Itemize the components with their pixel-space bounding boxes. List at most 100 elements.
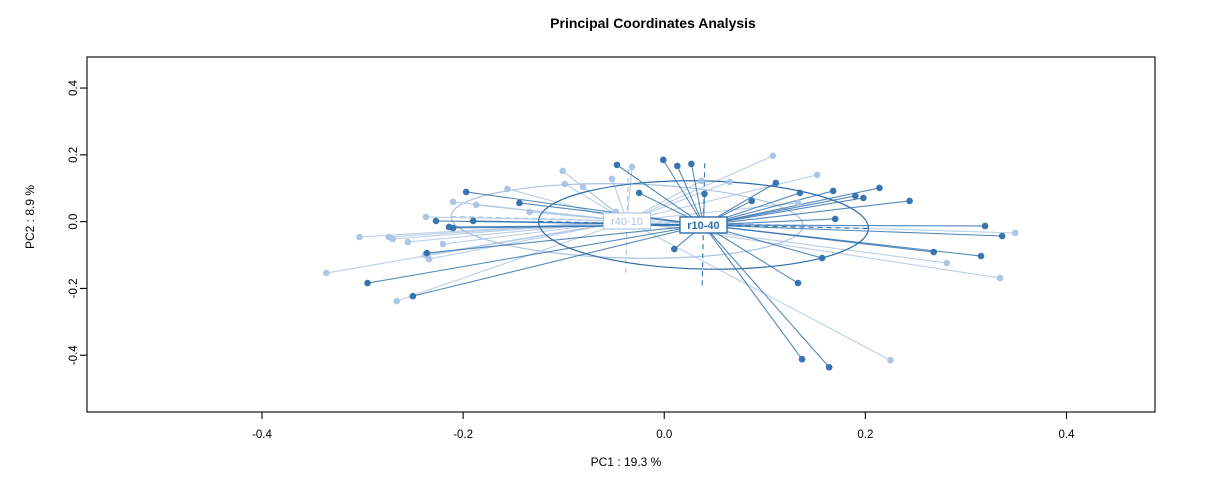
y-tick-label: -0.2 <box>68 279 80 299</box>
data-point-r40-10 <box>425 255 433 263</box>
spider-line-r10-40 <box>703 197 864 226</box>
axis-layer: -0.4 -0.2 0.0 0.2 0.4 -0.4 -0.2 0.0 0.2 0.4 <box>68 79 1075 441</box>
data-point-r40-10 <box>1011 229 1019 237</box>
spider-line-r10-40 <box>703 224 1003 237</box>
data-point-r40-10 <box>943 259 951 267</box>
x-tick-label: 0.2 <box>857 429 873 441</box>
spider-line-r40-10 <box>626 155 774 222</box>
spider-line-r40-10 <box>392 220 628 240</box>
spider-line-r40-10 <box>626 220 891 361</box>
data-point-r40-10 <box>628 163 636 171</box>
data-point-r10-40 <box>423 249 431 257</box>
data-point-r10-40 <box>688 160 695 168</box>
spider-line-r10-40 <box>703 224 799 284</box>
centroid-minor-axis-r10-40 <box>701 163 706 287</box>
spider-line-r10-40 <box>676 165 704 226</box>
data-point-r10-40 <box>748 197 756 205</box>
data-point-r10-40 <box>829 187 837 195</box>
chart-layers <box>323 152 1019 371</box>
data-point-r10-40 <box>825 363 833 371</box>
data-point-r10-40 <box>796 189 804 197</box>
data-point-r10-40 <box>831 215 839 223</box>
x-tick-label: -0.4 <box>252 429 272 441</box>
y-tick-label: 0.4 <box>68 79 80 96</box>
y-axis-title: PC2 : 8.9 % <box>23 185 37 249</box>
x-axis-title: PC1 : 19.3 % <box>591 455 662 469</box>
data-point-r10-40 <box>772 179 780 187</box>
spider-line-r10-40 <box>412 224 704 297</box>
data-point-r40-10 <box>526 208 533 216</box>
data-point-r10-40 <box>798 355 806 363</box>
spider-line-r40-10 <box>428 220 628 260</box>
data-point-r40-10 <box>726 178 733 186</box>
data-point-r10-40 <box>998 232 1006 240</box>
data-point-r40-10 <box>504 185 511 193</box>
y-tick-label: 0.0 <box>68 214 80 230</box>
data-point-r40-10 <box>422 213 430 221</box>
data-point-r10-40 <box>432 217 440 225</box>
data-point-r40-10 <box>794 199 802 207</box>
group-label-r10-40: r10-40 <box>687 220 719 232</box>
data-point-r40-10 <box>323 269 330 277</box>
data-point-r40-10 <box>472 201 480 209</box>
spider-line-r40-10 <box>626 174 818 222</box>
spider-line-r10-40 <box>435 220 704 226</box>
data-point-r10-40 <box>977 252 985 260</box>
data-point-r10-40 <box>462 188 470 196</box>
data-point-r10-40 <box>701 190 708 198</box>
spider-line-r40-10 <box>442 220 628 245</box>
data-point-r10-40 <box>906 197 913 205</box>
data-point-r10-40 <box>613 161 621 169</box>
data-point-r40-10 <box>769 152 777 160</box>
spider-line-r10-40 <box>703 187 880 226</box>
group-label-box-r10-40 <box>679 216 728 234</box>
group-label-layer: r40-10 r10-40 <box>602 212 728 234</box>
data-point-r40-10 <box>389 235 397 243</box>
data-point-r10-40 <box>516 199 523 207</box>
x-tick-label: 0.0 <box>656 429 672 441</box>
data-point-r10-40 <box>670 245 678 253</box>
data-point-r10-40 <box>364 279 371 287</box>
data-point-r10-40 <box>794 279 802 287</box>
x-tick-label: 0.4 <box>1059 429 1076 441</box>
data-point-r10-40 <box>852 192 859 200</box>
data-point-r10-40 <box>674 162 681 170</box>
spider-line-r10-40 <box>703 224 803 360</box>
group-label-box-r40-10 <box>602 212 652 230</box>
x-tick-label: -0.2 <box>453 429 473 441</box>
data-point-r10-40 <box>449 224 457 232</box>
spider-line-r40-10 <box>407 220 628 243</box>
data-point-r40-10 <box>404 238 412 246</box>
spider-line-r40-10 <box>626 220 947 264</box>
data-point-r40-10 <box>439 240 447 248</box>
data-point-r10-40 <box>818 254 826 262</box>
spider-line-r10-40 <box>453 224 704 229</box>
data-point-r40-10 <box>449 198 457 206</box>
spider-line-r10-40 <box>466 191 704 226</box>
data-point-r40-10 <box>698 177 705 185</box>
spider-line-r40-10 <box>396 220 628 302</box>
data-point-r40-10 <box>579 183 587 191</box>
chart-title: Principal Coordinates Analysis <box>550 15 756 31</box>
spider-line-r10-40 <box>703 224 830 368</box>
spider-line-r10-40 <box>690 163 705 226</box>
spider-line-r10-40 <box>426 224 704 254</box>
spider-line-r40-10 <box>626 166 633 222</box>
data-point-r40-10 <box>996 274 1004 282</box>
y-tick-label: -0.4 <box>68 345 80 365</box>
spider-line-r10-40 <box>703 224 986 227</box>
spider-line-r10-40 <box>662 159 704 226</box>
spider-line-r10-40 <box>616 164 704 226</box>
data-point-r10-40 <box>469 217 477 225</box>
data-point-r10-40 <box>635 189 643 197</box>
spider-line-r40-10 <box>425 216 628 222</box>
data-point-r10-40 <box>860 194 867 202</box>
data-point-r10-40 <box>876 184 883 192</box>
data-point-r10-40 <box>409 292 417 300</box>
data-point-r40-10 <box>356 233 363 241</box>
data-point-r40-10 <box>608 175 616 183</box>
data-point-r10-40 <box>981 222 989 230</box>
data-point-r40-10 <box>559 167 566 175</box>
